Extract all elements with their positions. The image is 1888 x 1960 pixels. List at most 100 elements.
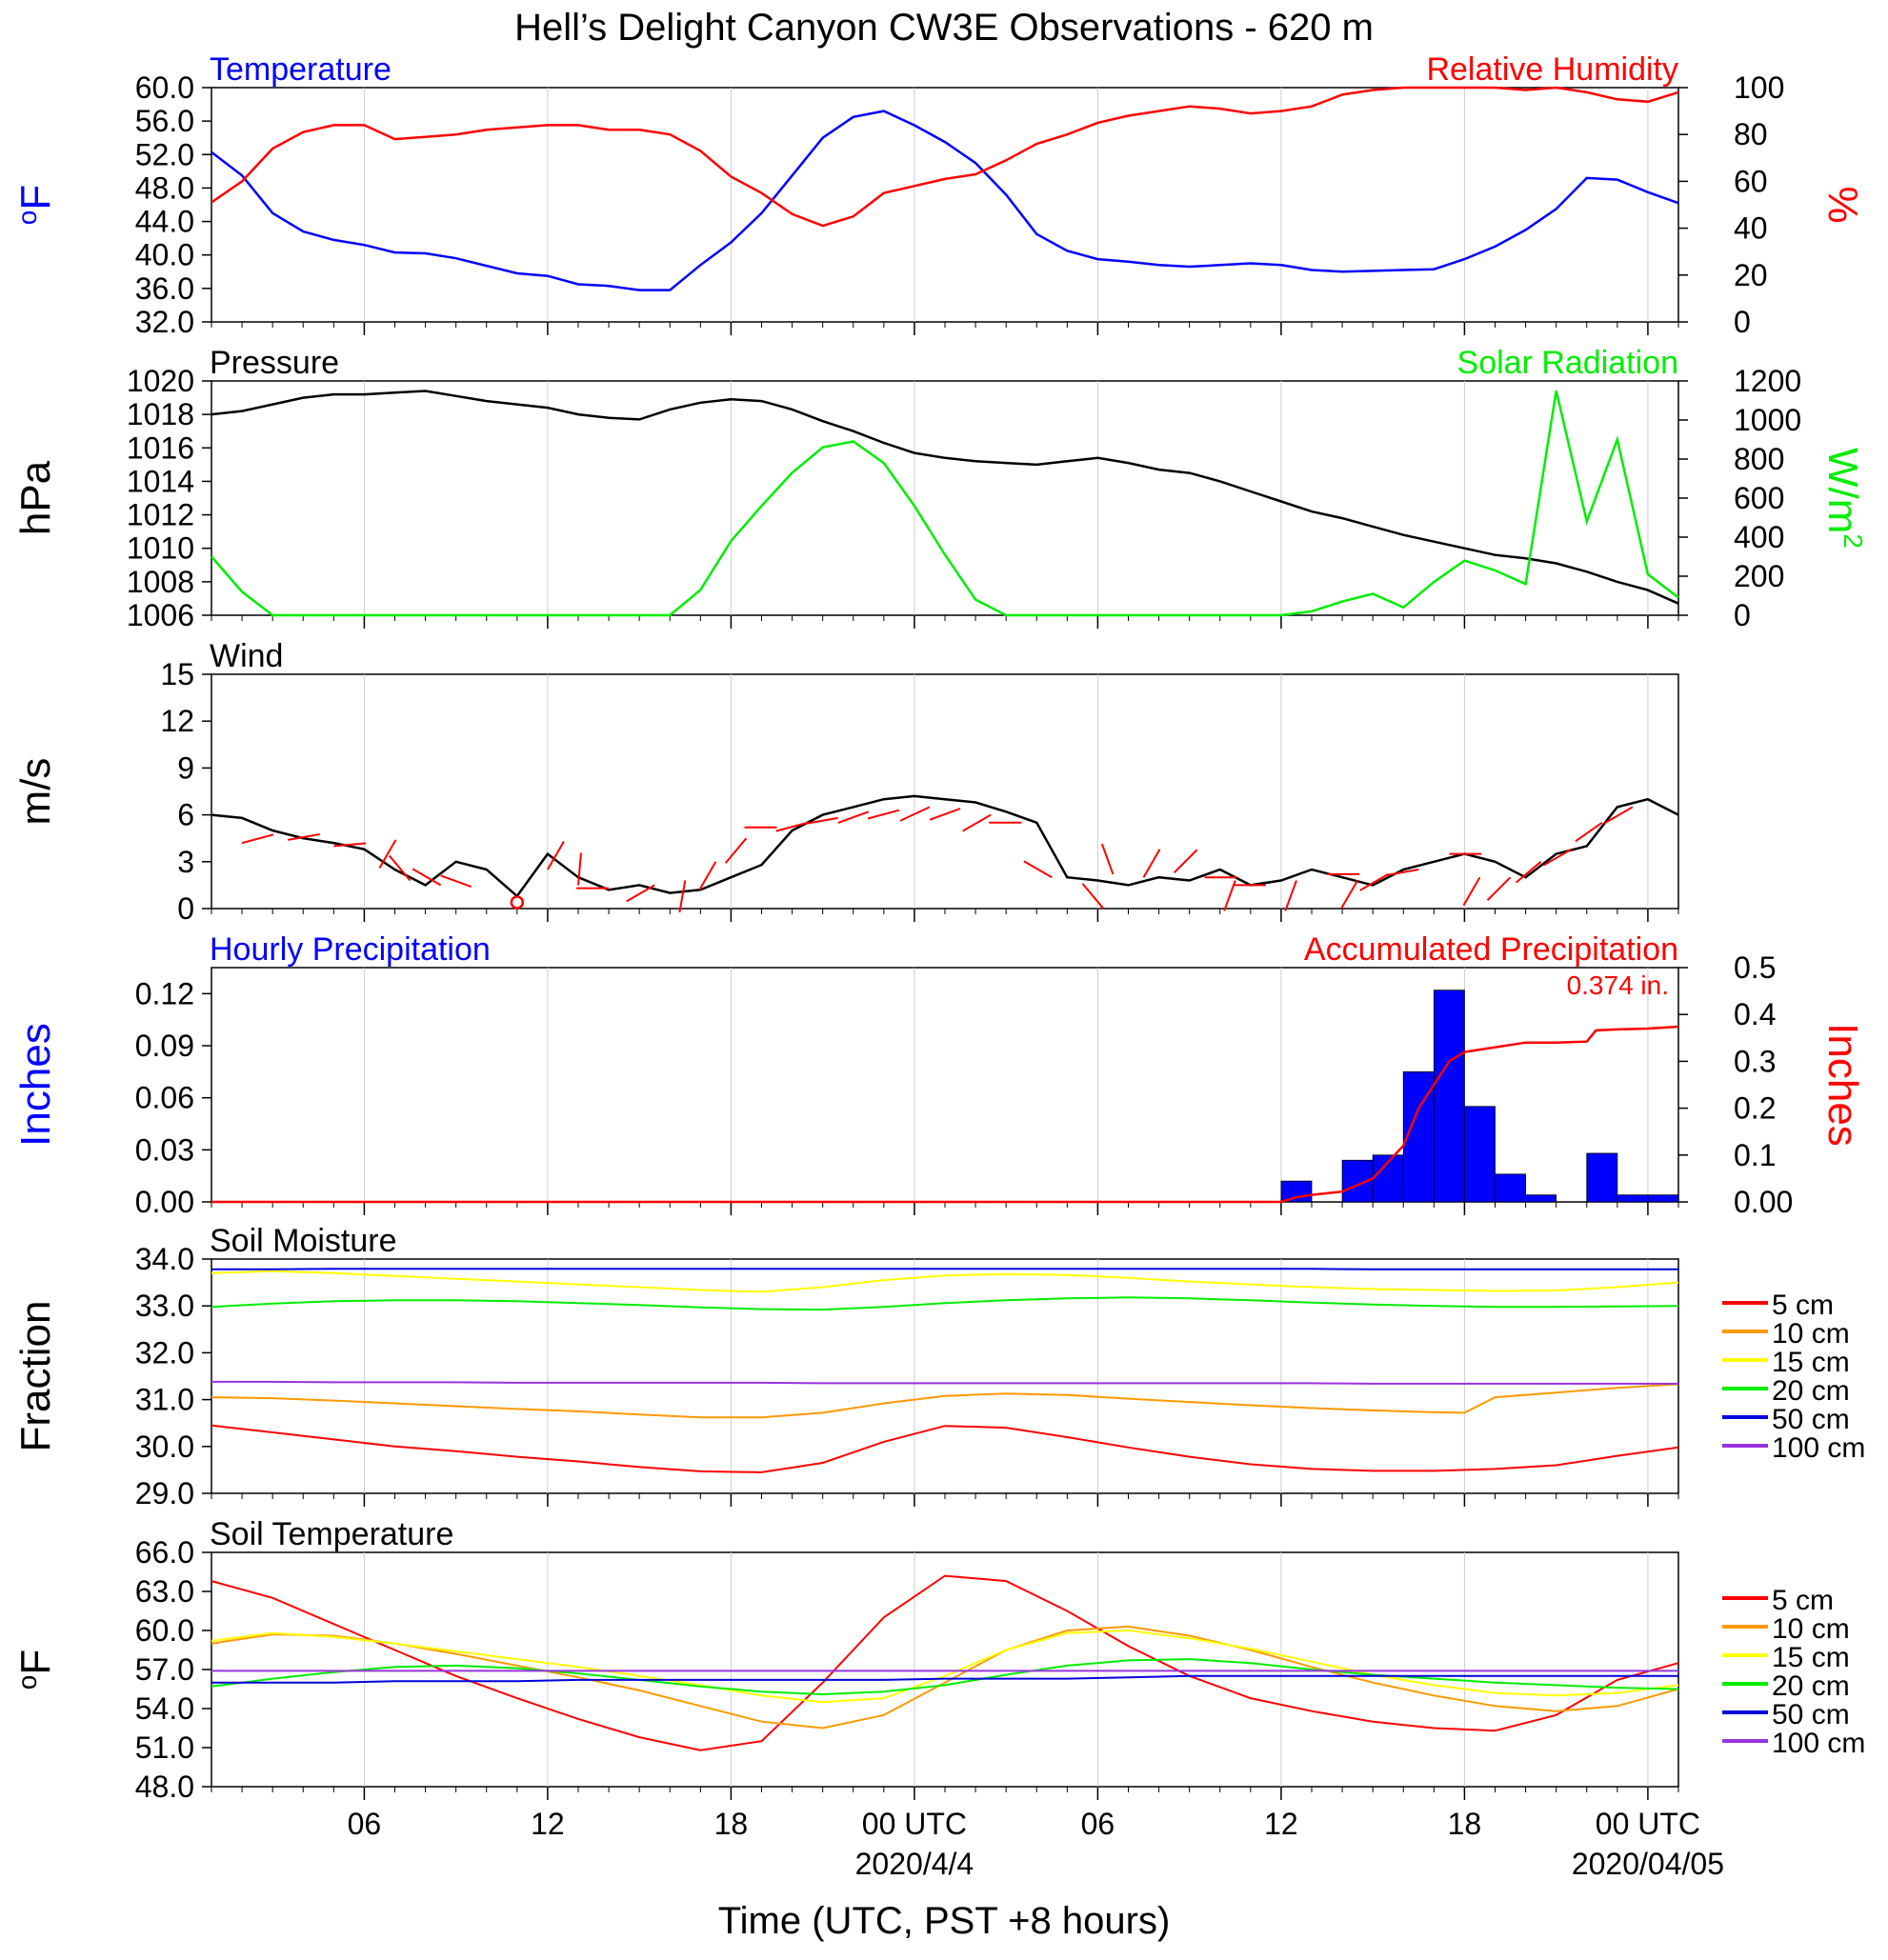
series-line-5-cm (211, 1424, 1679, 1473)
wind-barb (1486, 876, 1512, 901)
series-line-temperature (211, 110, 1679, 291)
legend-label: 20 cm (1772, 1375, 1850, 1407)
y-tick-label-right: 80 (1734, 117, 1768, 151)
series-line-10-cm (211, 1625, 1679, 1730)
series-line-20-cm (211, 1658, 1679, 1696)
wind-barb (1386, 869, 1419, 876)
y-tick-label-left: 0.00 (135, 1185, 194, 1219)
precip-bar (1280, 1180, 1313, 1203)
plot-frame (211, 87, 1679, 323)
panel-soil_temperature: 06 12 18 00 UTC 06 12 18 00 UTC 2020/4/4 2020/04/… (12, 1516, 1865, 1881)
series-line-10-cm (211, 1383, 1679, 1419)
series-line-100-cm (211, 1380, 1678, 1385)
time-tick-label: 06 (348, 1807, 382, 1841)
wind-barb (1340, 879, 1358, 910)
series-line-50-cm (211, 1268, 1678, 1270)
y-tick-label-right: 400 (1734, 520, 1784, 554)
time-axis-label: Time (UTC, PST +8 hours) (718, 1900, 1171, 1942)
y-axis-label-left: m/s (12, 758, 59, 826)
panel-temperature_humidity: 32.036.040.044.048.052.056.060.0 0 20 40 60 8… (12, 51, 1866, 339)
wind-barb (806, 816, 838, 825)
y-tick-label-left: 1020 (127, 364, 194, 398)
legend-label: 100 cm (1772, 1432, 1865, 1464)
legend-label: 20 cm (1772, 1670, 1850, 1702)
y-tick-label-left: 40.0 (135, 238, 194, 272)
y-tick-label-left: 32.0 (135, 1335, 194, 1370)
wind-barb (1173, 849, 1198, 873)
y-tick-label-left: 44.0 (135, 205, 194, 239)
y-tick-label-left: 56.0 (135, 104, 194, 138)
wind-barb (837, 810, 870, 824)
time-tick-label: 00 UTC (862, 1807, 967, 1841)
y-tick-label-left: 3 (177, 845, 194, 879)
y-axis-label-right: Inches (1819, 1023, 1866, 1147)
y-axis-label-right: % (1819, 186, 1866, 223)
series-line-20-cm (211, 1296, 1679, 1311)
y-tick-label-right: 0 (1734, 305, 1751, 339)
time-tick-label: 00 UTC (1596, 1807, 1700, 1841)
y-axis-label-left: hPa (12, 460, 59, 535)
panel-soil_moisture: 29.0 30.0 31.0 32.0 33.0 34.0 Soil Moisture Fra… (12, 1223, 1865, 1510)
panel-title-right: Accumulated Precipitation (1304, 931, 1678, 968)
panel-title-right: Relative Humidity (1426, 51, 1678, 88)
precip-bar (1495, 1173, 1526, 1203)
wind-barb (241, 833, 274, 845)
date-label: 2020/4/4 (855, 1847, 974, 1881)
wind-barb (929, 808, 961, 821)
legend-label: 15 cm (1772, 1642, 1850, 1673)
wind-barb (962, 813, 992, 832)
y-tick-label-right: 200 (1734, 559, 1784, 593)
wind-barb (698, 861, 717, 890)
wind-barb (678, 880, 687, 913)
wind-barb (1081, 883, 1104, 910)
y-tick-label-left: 1006 (127, 598, 194, 632)
time-tick-label: 18 (714, 1807, 749, 1841)
panel-title-left: Hourly Precipitation (210, 931, 491, 968)
y-tick-label-right: 100 (1734, 70, 1784, 105)
series-line-solar-radiation (211, 390, 1679, 617)
wind-barb (378, 839, 397, 869)
wind-barb (1575, 821, 1603, 843)
legend-label: 5 cm (1772, 1585, 1834, 1616)
date-label: 2020/04/05 (1572, 1847, 1724, 1881)
y-tick-label-right: 800 (1734, 442, 1784, 476)
y-tick-label-left: 0 (177, 891, 194, 926)
legend-label: 15 cm (1772, 1347, 1850, 1378)
precip-bar (1647, 1194, 1679, 1203)
series-line-accumulated-precipitation (211, 1025, 1679, 1204)
y-tick-label-left: 57.0 (135, 1652, 194, 1687)
series-line-15-cm (211, 1270, 1679, 1293)
y-tick-label-left: 33.0 (135, 1289, 194, 1323)
wind-barb (412, 868, 442, 887)
y-tick-label-right: 0.4 (1734, 997, 1776, 1031)
wind-barb (1023, 860, 1053, 879)
y-tick-label-left: 60.0 (135, 1613, 194, 1648)
wind-calm-marker (510, 895, 525, 910)
panel-wind: 0 3 6 9 12 15 Wind m/s (12, 638, 1679, 926)
wind-barb (899, 806, 931, 822)
plot-frame (211, 673, 1679, 910)
legend-label: 10 cm (1772, 1613, 1850, 1645)
y-tick-label-right: 1000 (1734, 403, 1801, 437)
panel-title-left: Soil Temperature (210, 1516, 453, 1552)
series-line-wind-speed (211, 794, 1679, 898)
y-tick-label-left: 34.0 (135, 1242, 194, 1276)
accum-annotation: 0.374 in. (1567, 970, 1669, 1000)
y-tick-label-left: 54.0 (135, 1691, 194, 1726)
y-tick-label-left: 66.0 (135, 1535, 194, 1570)
precip-bar (1525, 1194, 1557, 1203)
wind-barb (440, 874, 472, 888)
wind-barb (1542, 848, 1573, 867)
y-tick-label-left: 60.0 (135, 70, 194, 105)
series-line-50-cm (211, 1674, 1678, 1684)
wind-barb (775, 821, 808, 832)
y-tick-label-left: 6 (177, 798, 194, 832)
panel-title-right: Solar Radiation (1457, 345, 1678, 381)
y-axis-label-left: Fraction (12, 1301, 59, 1452)
y-tick-label-left: 0.03 (135, 1132, 194, 1167)
y-tick-label-left: 0.09 (135, 1029, 194, 1063)
panel-title-left: Pressure (210, 345, 339, 381)
wind-barb (1284, 880, 1297, 911)
y-tick-label-right: 0.2 (1734, 1091, 1776, 1126)
